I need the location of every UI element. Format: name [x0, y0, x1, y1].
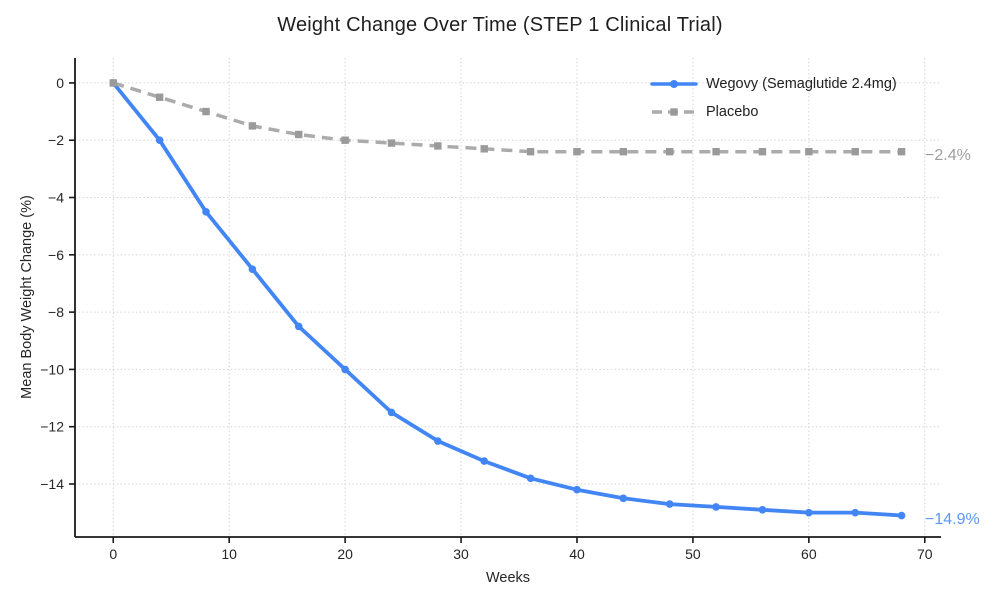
wegovy-marker: [434, 437, 442, 445]
wegovy-end-value-annotation: −14.9%: [925, 511, 980, 528]
placebo-marker: [202, 107, 210, 116]
placebo-marker: [666, 147, 674, 156]
y-tick-label: −6: [48, 247, 64, 263]
x-tick-label: 30: [453, 546, 469, 562]
placebo-marker: [805, 147, 813, 156]
wegovy-marker: [805, 508, 813, 517]
wegovy-marker: [202, 208, 210, 216]
placebo-line: [112, 81, 902, 154]
placebo-marker: [480, 145, 488, 153]
placebo-marker: [851, 147, 859, 156]
x-tick-label: 40: [569, 546, 585, 562]
chart-title: Weight Change Over Time (STEP 1 Clinical…: [277, 14, 723, 36]
x-tick-label: 0: [109, 546, 117, 562]
placebo-marker: [155, 93, 164, 101]
y-tick-label: −8: [48, 304, 64, 320]
placebo-end-value-annotation: −2.4%: [925, 147, 971, 164]
x-tick-label: 10: [221, 546, 237, 562]
y-tick-label: −10: [40, 361, 64, 377]
wegovy-marker: [341, 365, 349, 374]
wegovy-marker: [526, 474, 535, 483]
wegovy-marker: [665, 500, 674, 508]
legend-label-placebo: Placebo: [706, 104, 759, 120]
y-tick-label: 0: [56, 75, 64, 91]
legend: Wegovy (Semaglutide 2.4mg) Placebo: [650, 70, 897, 126]
placebo-marker: [573, 147, 581, 156]
wegovy-marker: [897, 511, 906, 520]
wegovy-line-swatch-icon: [650, 80, 698, 88]
y-axis-label: Mean Body Weight Change (%): [19, 195, 35, 399]
placebo-marker: [387, 139, 396, 147]
wegovy-marker: [573, 485, 581, 494]
wegovy-marker: [712, 503, 720, 511]
placebo-marker: [758, 147, 767, 156]
legend-item-placebo: Placebo: [650, 98, 897, 126]
legend-label-wegovy: Wegovy (Semaglutide 2.4mg): [706, 76, 897, 92]
placebo-marker: [341, 136, 349, 144]
x-tick-label: 70: [917, 546, 933, 562]
x-tick-label: 20: [337, 546, 353, 562]
placebo-marker: [248, 122, 257, 130]
placebo-marker: [619, 147, 628, 156]
placebo-marker: [109, 79, 117, 87]
legend-item-wegovy: Wegovy (Semaglutide 2.4mg): [650, 70, 897, 98]
y-tick-label: −12: [40, 419, 64, 435]
placebo-marker: [295, 130, 303, 139]
placebo-marker: [434, 142, 442, 150]
placebo-line-swatch-icon: [652, 108, 696, 116]
x-tick-label: 50: [685, 546, 701, 562]
placebo-marker: [712, 147, 720, 156]
wegovy-marker: [294, 322, 303, 331]
wegovy-marker: [155, 136, 164, 145]
x-axis-label: Weeks: [485, 570, 531, 586]
wegovy-marker: [480, 457, 489, 465]
placebo-marker: [897, 147, 906, 156]
wegovy-marker: [619, 494, 628, 503]
y-tick-label: −4: [48, 190, 64, 206]
wegovy-marker: [387, 408, 396, 417]
wegovy-marker: [851, 508, 860, 517]
wegovy-marker: [248, 265, 257, 273]
y-tick-label: −2: [48, 132, 64, 148]
y-tick-label: −14: [40, 476, 64, 492]
x-tick-label: 60: [801, 546, 817, 562]
placebo-marker: [526, 147, 535, 156]
wegovy-marker: [758, 505, 767, 514]
wegovy-line: [111, 81, 904, 518]
